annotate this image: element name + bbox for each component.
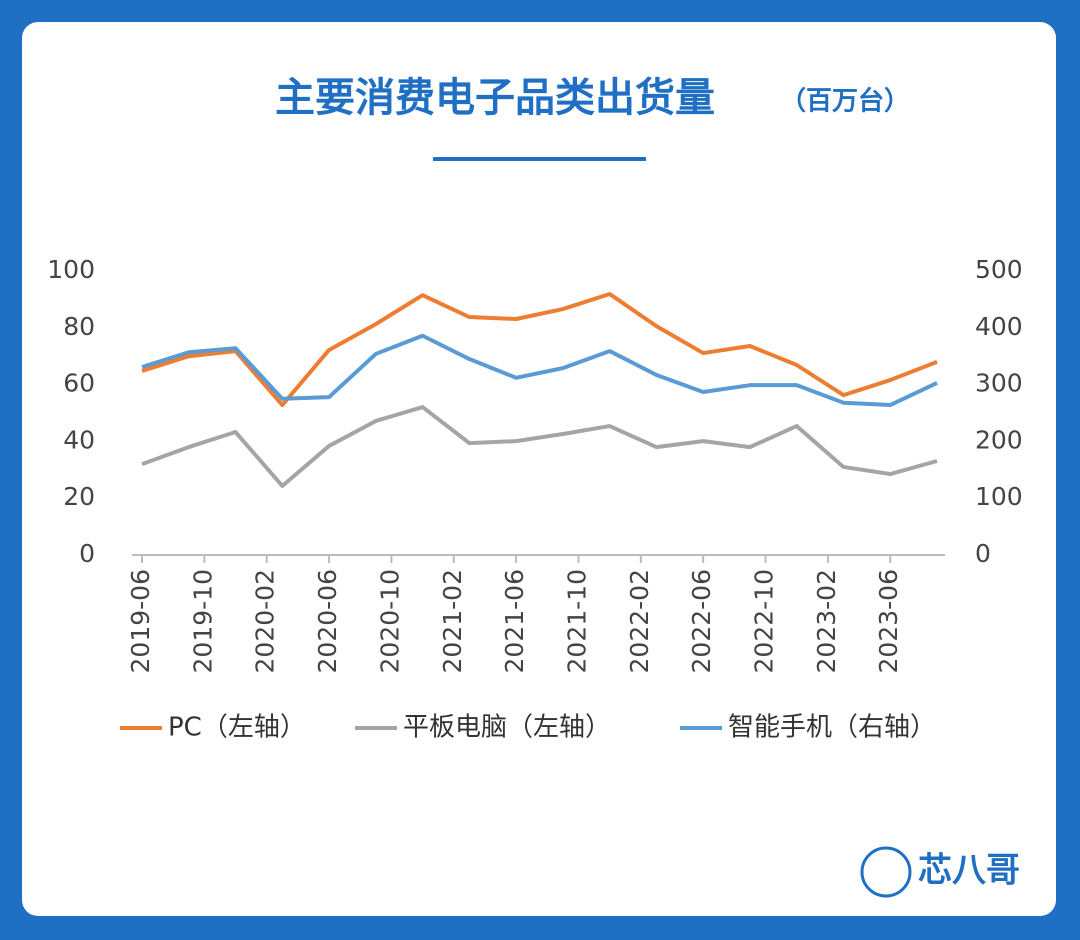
legend-label: 平板电脑（左轴） — [403, 713, 611, 743]
x-tick-label: 2022-06 — [687, 569, 716, 673]
y2-tick-label: 0 — [975, 539, 991, 568]
series-line — [141, 405, 938, 488]
x-tick-label: 2021-02 — [438, 569, 467, 673]
logo-icon — [860, 846, 912, 898]
x-tick-label: 2020-02 — [251, 569, 280, 673]
series-line — [141, 333, 938, 408]
x-tick-label: 2023-02 — [812, 569, 841, 673]
y2-tick-label: 100 — [975, 482, 1023, 511]
legend-label: 智能手机（右轴） — [728, 713, 936, 743]
y-tick-label: 60 — [63, 369, 95, 398]
y2-tick-label: 200 — [975, 425, 1023, 454]
logo: 芯八哥 — [860, 846, 1020, 898]
x-tick-label: 2019-10 — [188, 569, 217, 673]
series-line — [141, 292, 938, 408]
chart-title: 主要消费电子品类出货量 — [275, 75, 715, 121]
y-tick-label: 100 — [47, 255, 95, 284]
x-tick-label: 2021-06 — [500, 569, 529, 673]
legend-label: PC（左轴） — [168, 713, 306, 743]
logo-text: 芯八哥 — [918, 851, 1020, 891]
y2-tick-label: 400 — [975, 312, 1023, 341]
card — [22, 22, 1056, 916]
x-tick-label: 2022-02 — [625, 569, 654, 673]
y-tick-label: 20 — [63, 482, 95, 511]
x-tick-label: 2020-10 — [375, 569, 404, 673]
x-tick-label: 2019-06 — [126, 569, 155, 673]
y-tick-label: 80 — [63, 312, 95, 341]
y-tick-label: 40 — [63, 425, 95, 454]
x-tick-label: 2021-10 — [562, 569, 591, 673]
x-tick-label: 2023-06 — [874, 569, 903, 673]
x-tick-label: 2020-06 — [313, 569, 342, 673]
x-tick-label: 2022-10 — [750, 569, 779, 673]
y2-tick-label: 500 — [975, 255, 1023, 284]
chart-subtitle: （百万台） — [780, 86, 910, 117]
y2-tick-label: 300 — [975, 369, 1023, 398]
y-tick-label: 0 — [79, 539, 95, 568]
